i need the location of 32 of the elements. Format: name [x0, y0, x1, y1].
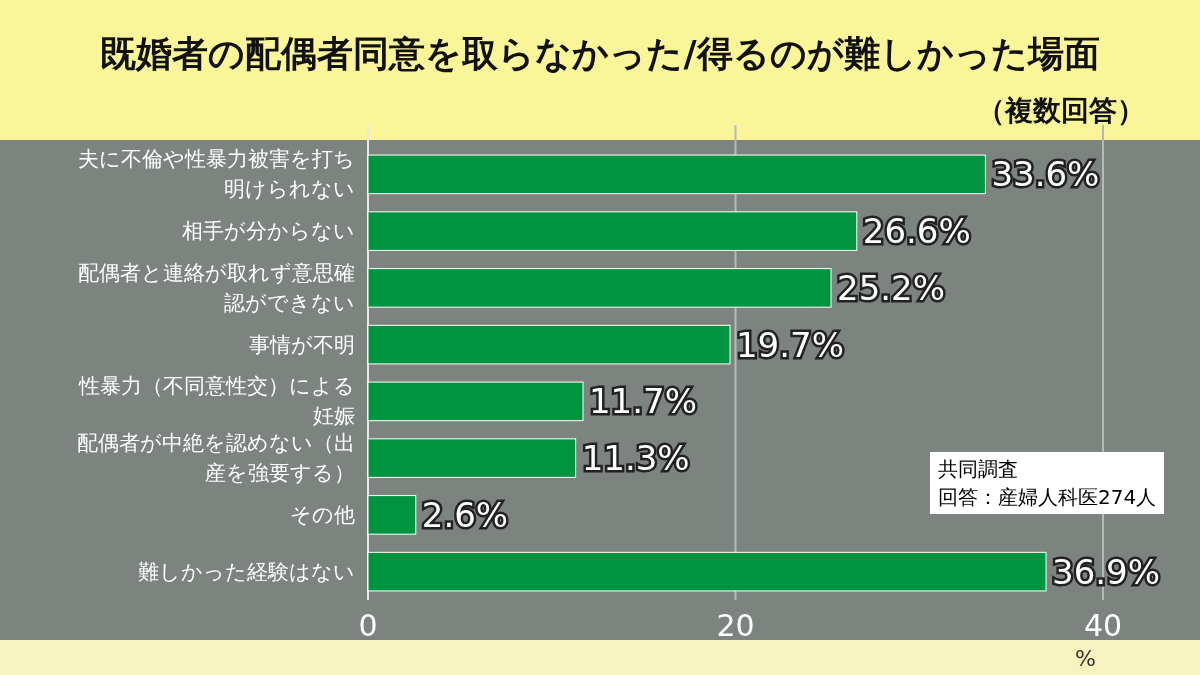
data-label: 33.6%: [991, 154, 1100, 195]
y-tick-label: 難しかった経験はない: [137, 558, 355, 586]
data-label: 19.7%: [735, 324, 844, 365]
y-tick-label: 配偶者が中絶を認めない（出産を強要する）: [77, 431, 355, 486]
bar: [367, 551, 1047, 592]
bar: [367, 324, 731, 365]
y-tick-label: 性暴力（不同意性交）による妊娠: [79, 374, 355, 429]
data-label: 25.2%: [837, 267, 946, 308]
data-label: 2.6%: [421, 494, 509, 535]
bar: [367, 495, 417, 535]
y-tick-label: 配偶者と連絡が取れず意思確認ができない: [77, 259, 355, 317]
data-label: 36.9%: [1052, 551, 1161, 592]
x-axis-title: %: [1075, 646, 1096, 671]
y-tick-label: 相手が分からない: [182, 219, 355, 244]
x-tick-label: 0: [357, 608, 379, 643]
bar: [367, 268, 832, 308]
bar: [367, 381, 584, 422]
chart-subtitle: （複数回答）: [977, 93, 1145, 129]
annotation: 共同調査: [938, 456, 1019, 483]
chart-title: 既婚者の配偶者同意を取らなかった/得るのが難しかった場面: [99, 32, 1101, 76]
data-label: 11.7%: [588, 381, 697, 422]
data-label: 26.6%: [862, 211, 971, 252]
y-tick-label: その他: [290, 502, 355, 527]
bar: [367, 438, 577, 478]
bar: [367, 211, 858, 251]
y-tick-label: 夫に不倫や性暴力被害を打ち明けられない: [77, 146, 355, 204]
annotation: 回答：産婦人科医274人: [938, 484, 1157, 511]
x-tick-label: 40: [1082, 608, 1124, 643]
data-label: 11.3%: [581, 438, 690, 479]
y-tick-label: 事情が不明: [249, 332, 355, 357]
bar: [367, 154, 986, 195]
x-tick-label: 20: [715, 608, 756, 643]
